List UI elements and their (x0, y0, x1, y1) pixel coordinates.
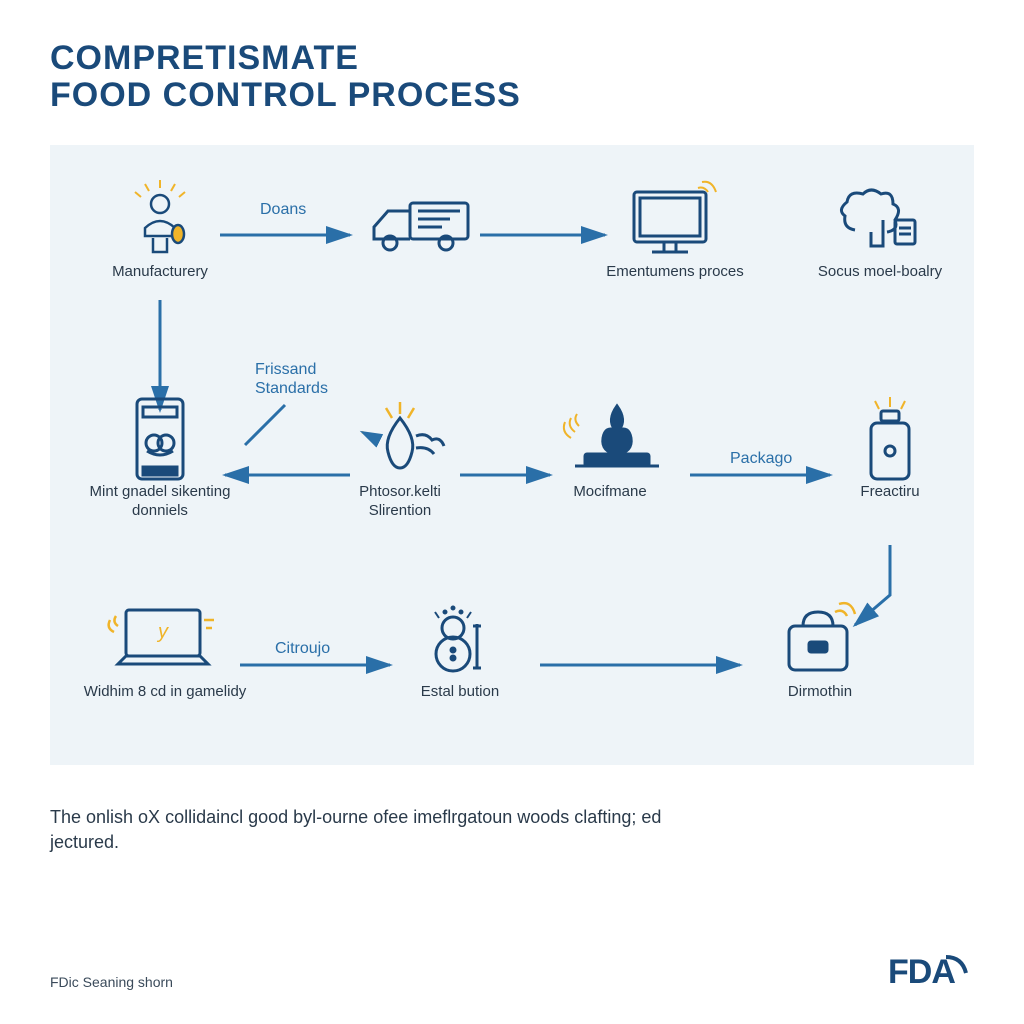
node-truck (350, 185, 490, 263)
caption-text: The onlish oX collidaincl good byl-ourne… (50, 805, 700, 855)
phone-food-icon (119, 405, 201, 477)
node-label: Widhim 8 cd in gamelidy (84, 683, 247, 702)
arrow-label-citroujo: Citroujo (275, 640, 330, 658)
svg-text:FDA: FDA (888, 953, 955, 991)
node-bag: Dirmothin (750, 605, 890, 702)
node-label: Phtosor.kelti Slirention (330, 483, 470, 521)
bottle-icon (845, 405, 935, 477)
node-droplet: Phtosor.kelti Slirention (330, 405, 470, 521)
node-label: Mint gnadel sikenting donniels (80, 483, 240, 521)
node-device: Mint gnadel sikenting donniels (80, 405, 240, 521)
flame-tray-icon (545, 405, 675, 477)
node-manufacturer: Manufacturery (90, 185, 230, 282)
person-flask-icon (115, 185, 205, 257)
bag-signal-icon (765, 605, 875, 677)
title-line-2: FOOD CONTROL PROCESS (50, 77, 974, 114)
node-computer: Ementumens proces (590, 185, 760, 282)
snowman-gauge-icon (405, 605, 515, 677)
head-cloud-icon (825, 185, 935, 257)
diagram-panel: Doans Frissand Standards Packago Citrouj… (50, 145, 974, 765)
node-cooking: Mocifmane (540, 405, 680, 502)
monitor-icon (620, 185, 730, 257)
fda-logo: FDA (888, 951, 974, 998)
footer-left-text: FDic Seaning shorn (50, 974, 173, 990)
droplet-burst-icon (340, 405, 460, 477)
laptop-chart-icon: y (100, 605, 230, 677)
node-bottle: Freactiru (820, 405, 960, 502)
node-brain: Socus moel-boalry (810, 185, 950, 282)
svg-text:y: y (156, 621, 169, 643)
node-label: Mocifmane (573, 483, 646, 502)
node-label: Estal bution (421, 683, 499, 702)
node-label: Ementumens proces (606, 263, 744, 282)
arrow-label-doans: Doans (260, 201, 306, 219)
node-label: Manufacturery (112, 263, 208, 282)
title-line-1: COMPRETISMATE (50, 40, 974, 77)
node-snowman: Estal bution (390, 605, 530, 702)
arrow-label-standards: Frissand Standards (255, 360, 365, 398)
page-title-block: COMPRETISMATE FOOD CONTROL PROCESS (50, 40, 974, 115)
truck-box-icon (360, 185, 480, 257)
node-label: Freactiru (860, 483, 919, 502)
node-label: Dirmothin (788, 683, 852, 702)
arrow-label-packago: Packago (730, 450, 792, 468)
node-laptop: y Widhim 8 cd in gamelidy (80, 605, 250, 702)
node-label: Socus moel-boalry (818, 263, 942, 282)
